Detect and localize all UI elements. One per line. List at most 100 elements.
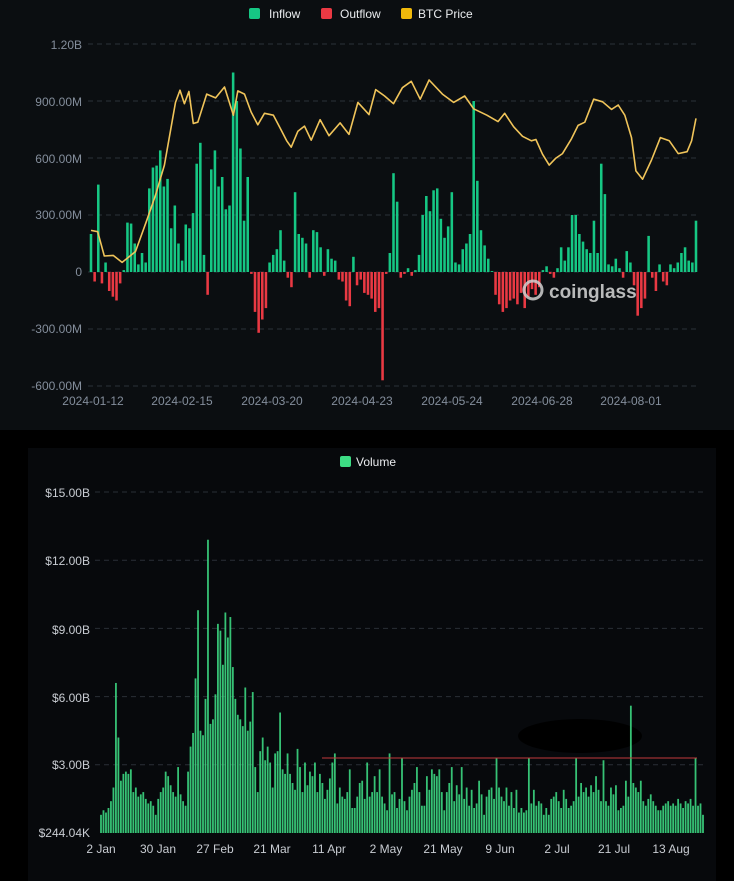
outflow-bar[interactable] <box>344 272 348 301</box>
inflow-bar[interactable] <box>669 264 672 272</box>
outflow-bar[interactable] <box>381 272 384 381</box>
inflow-bar[interactable] <box>151 167 155 273</box>
inflow-bar[interactable] <box>169 228 173 272</box>
inflow-bar[interactable] <box>326 249 330 272</box>
outflow-bar[interactable] <box>290 272 293 288</box>
inflow-bar[interactable] <box>246 177 249 272</box>
inflow-bar[interactable] <box>315 232 319 272</box>
outflow-bar[interactable] <box>359 272 362 280</box>
inflow-bar[interactable] <box>210 169 213 272</box>
outflow-bar[interactable] <box>253 272 257 312</box>
legend-btc-price-swatch[interactable] <box>401 8 412 19</box>
outflow-bar[interactable] <box>501 272 505 312</box>
inflow-bar[interactable] <box>683 247 687 272</box>
inflow-bar[interactable] <box>271 254 275 272</box>
inflow-bar[interactable] <box>155 165 158 272</box>
inflow-bar[interactable] <box>414 270 417 272</box>
inflow-bar[interactable] <box>476 180 479 272</box>
inflow-bar[interactable] <box>231 72 235 273</box>
inflow-bar[interactable] <box>195 163 198 272</box>
inflow-bar[interactable] <box>581 241 585 272</box>
inflow-bar[interactable] <box>465 243 468 273</box>
inflow-bar[interactable] <box>268 262 271 273</box>
outflow-bar[interactable] <box>403 272 406 274</box>
outflow-bar[interactable] <box>206 272 209 295</box>
inflow-bar[interactable] <box>282 260 286 272</box>
inflow-bar[interactable] <box>570 215 574 272</box>
inflow-bar[interactable] <box>184 224 188 273</box>
inflow-bar[interactable] <box>439 218 443 272</box>
inflow-bar[interactable] <box>629 262 632 273</box>
inflow-bar[interactable] <box>592 220 596 272</box>
inflow-bar[interactable] <box>443 237 446 272</box>
outflow-bar[interactable] <box>538 272 541 288</box>
inflow-bar[interactable] <box>614 258 618 272</box>
inflow-bar[interactable] <box>220 177 224 272</box>
inflow-bar[interactable] <box>133 243 137 273</box>
inflow-bar[interactable] <box>556 268 559 272</box>
inflow-bar[interactable] <box>454 262 457 273</box>
inflow-bar[interactable] <box>275 249 279 272</box>
inflow-bar[interactable] <box>333 260 337 272</box>
inflow-bar[interactable] <box>188 228 191 272</box>
outflow-bar[interactable] <box>118 272 122 284</box>
legend-outflow-label[interactable]: Outflow <box>340 7 381 21</box>
legend-outflow-swatch[interactable] <box>321 8 332 19</box>
outflow-bar[interactable] <box>264 272 268 309</box>
outflow-bar[interactable] <box>640 272 643 309</box>
inflow-bar[interactable] <box>191 213 195 272</box>
inflow-bar[interactable] <box>162 186 166 273</box>
outflow-bar[interactable] <box>308 272 311 278</box>
inflow-bar[interactable] <box>446 226 450 272</box>
outflow-bar[interactable] <box>519 272 523 293</box>
outflow-bar[interactable] <box>355 272 359 286</box>
inflow-bar[interactable] <box>148 188 151 272</box>
outflow-bar[interactable] <box>527 272 530 297</box>
outflow-bar[interactable] <box>93 272 96 282</box>
inflow-bar[interactable] <box>177 243 180 273</box>
inflow-bar[interactable] <box>122 270 126 272</box>
legend-inflow-label[interactable]: Inflow <box>269 7 301 21</box>
outflow-bar[interactable] <box>370 272 373 299</box>
inflow-bar[interactable] <box>301 237 304 272</box>
inflow-bar[interactable] <box>140 253 144 272</box>
inflow-bar[interactable] <box>297 234 301 272</box>
inflow-bar[interactable] <box>432 190 435 272</box>
inflow-bar[interactable] <box>541 270 545 272</box>
inflow-bar[interactable] <box>104 262 107 273</box>
legend-btc-price-label[interactable]: BTC Price <box>418 7 473 21</box>
inflow-bar[interactable] <box>658 264 661 272</box>
outflow-bar[interactable] <box>654 272 658 291</box>
outflow-bar[interactable] <box>505 272 508 309</box>
inflow-bar[interactable] <box>425 196 428 272</box>
outflow-bar[interactable] <box>337 272 341 280</box>
outflow-bar[interactable] <box>643 272 647 299</box>
inflow-bar[interactable] <box>224 209 228 272</box>
inflow-bar[interactable] <box>691 262 694 273</box>
outflow-bar[interactable] <box>508 272 512 301</box>
inflow-bar[interactable] <box>687 260 690 272</box>
inflow-bar[interactable] <box>574 215 577 272</box>
inflow-bar[interactable] <box>457 264 461 272</box>
inflow-bar[interactable] <box>585 249 588 272</box>
inflow-bar[interactable] <box>435 188 439 272</box>
inflow-bar[interactable] <box>235 101 239 272</box>
inflow-bar[interactable] <box>137 264 140 272</box>
inflow-bar[interactable] <box>596 253 599 272</box>
inflow-bar[interactable] <box>304 243 308 273</box>
inflow-bar[interactable] <box>213 150 217 272</box>
inflow-bar[interactable] <box>126 222 129 272</box>
inflow-bar[interactable] <box>680 253 683 272</box>
inflow-bar[interactable] <box>563 260 567 272</box>
outflow-bar[interactable] <box>366 272 370 295</box>
outflow-bar[interactable] <box>497 272 501 305</box>
flow-chart-legend[interactable]: Inflow Outflow BTC Price <box>249 7 473 21</box>
outflow-bar[interactable] <box>257 272 260 333</box>
inflow-bar[interactable] <box>610 266 614 272</box>
inflow-bar[interactable] <box>180 260 184 272</box>
inflow-bar[interactable] <box>483 245 486 272</box>
inflow-bar[interactable] <box>545 266 548 272</box>
outflow-bar[interactable] <box>374 272 377 312</box>
inflow-bar[interactable] <box>392 173 395 272</box>
inflow-bar[interactable] <box>486 258 490 272</box>
